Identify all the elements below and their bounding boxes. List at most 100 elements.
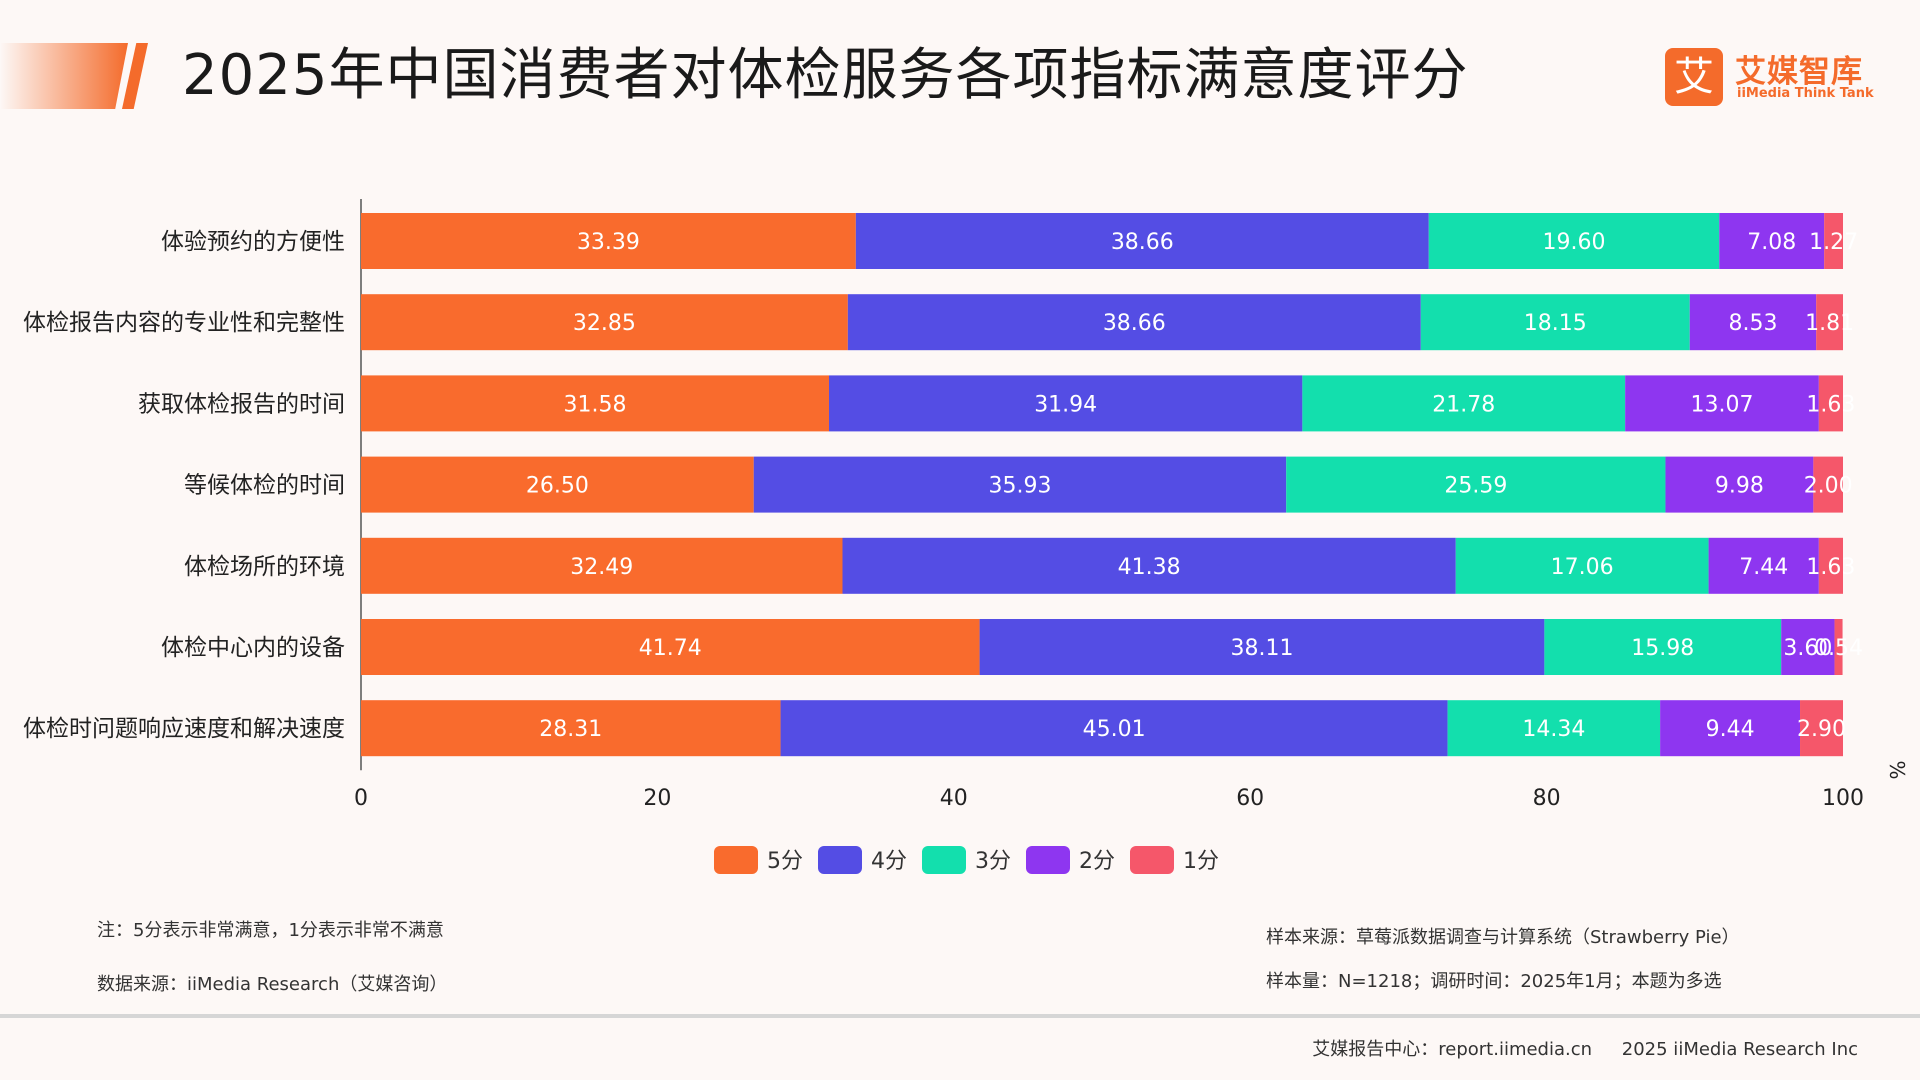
bar-segment	[1708, 537, 1819, 594]
footer-divider	[0, 1014, 1920, 1018]
legend-swatch	[818, 846, 862, 874]
stacked-bar-chart: 体验预约的方便性 33.39 38.66 19.60 7.08 1.27 体检报告内容的专业…	[23, 199, 1909, 874]
data-label: 14.34	[1522, 717, 1585, 742]
bar-segment	[1813, 456, 1843, 513]
x-tick-label: 0	[354, 786, 368, 811]
page-title: 2025年中国消费者对体检服务各项指标满意度评分	[182, 43, 1469, 108]
data-label: 2.90	[1797, 717, 1846, 742]
data-label: 17.06	[1551, 555, 1614, 580]
note-sample-source: 样本来源：草莓派数据调查与计算系统（Strawberry Pie）	[1266, 927, 1740, 948]
data-label: 41.38	[1118, 555, 1181, 580]
bar-segment	[361, 700, 781, 757]
category-label: 体验预约的方便性	[161, 229, 345, 255]
bar-segment	[780, 700, 1448, 757]
bar-segment	[1544, 619, 1782, 675]
note-scale: 注：5分表示非常满意，1分表示非常不满意	[97, 920, 444, 941]
footer-report-center: 艾媒报告中心：report.iimedia.cn	[1312, 1039, 1593, 1060]
bar-segment	[361, 619, 980, 675]
x-tick-label: 80	[1533, 786, 1561, 811]
x-tick-label: 100	[1822, 786, 1864, 811]
category-label: 体检报告内容的专业性和完整性	[23, 310, 345, 336]
bar-segment	[1818, 375, 1843, 432]
data-label: 8.53	[1728, 311, 1777, 336]
data-label: 32.85	[573, 311, 636, 336]
data-label: 0.54	[1814, 636, 1863, 661]
category-label: 体检时问题响应速度和解决速度	[23, 716, 345, 742]
bar-segment	[1781, 619, 1835, 675]
bar-segment	[829, 375, 1303, 432]
data-label: 26.50	[526, 474, 589, 499]
logo-mark: 艾	[1665, 48, 1723, 106]
legend-swatch	[922, 846, 966, 874]
footer-copyright: 2025 iiMedia Research Inc	[1621, 1039, 1858, 1060]
data-label: 15.98	[1631, 636, 1694, 661]
bar-segment	[855, 213, 1429, 269]
logo-text-en: iiMedia Think Tank	[1737, 86, 1874, 101]
category-label: 体检场所的环境	[184, 554, 345, 580]
x-tick-label: 40	[940, 786, 968, 811]
bar-segment	[1660, 700, 1801, 757]
bar-segment	[361, 537, 843, 594]
data-label: 1.63	[1806, 555, 1855, 580]
bar-segment	[753, 456, 1287, 513]
bar-segment	[1689, 294, 1817, 351]
bar-segment	[979, 619, 1545, 675]
data-label: 38.66	[1103, 311, 1166, 336]
data-label: 9.44	[1706, 717, 1755, 742]
bar-segment	[1816, 294, 1843, 351]
logo-text-cn: 艾媒智库	[1735, 54, 1863, 90]
bar-segment	[361, 375, 830, 432]
bar-segment	[1834, 619, 1843, 675]
legend-label: 5分	[767, 849, 803, 874]
data-label: 31.94	[1034, 392, 1097, 417]
data-label: 19.60	[1543, 230, 1606, 255]
data-label: 31.58	[564, 392, 627, 417]
data-label: 7.44	[1739, 555, 1788, 580]
data-label: 2.00	[1804, 474, 1853, 499]
bar-segment	[1818, 537, 1843, 594]
data-label: 41.74	[639, 636, 702, 661]
bar-segment	[842, 537, 1456, 594]
data-label: 38.11	[1230, 636, 1293, 661]
bar-segment	[1719, 213, 1825, 269]
category-label: 获取体检报告的时间	[138, 391, 345, 417]
note-sample-size: 样本量：N=1218；调研时间：2025年1月；本题为多选	[1266, 971, 1722, 992]
x-tick-label: 20	[643, 786, 671, 811]
data-label: 25.59	[1444, 474, 1507, 499]
bar-segment	[1447, 700, 1661, 757]
legend-label: 2分	[1079, 849, 1115, 874]
bar-segment	[1455, 537, 1709, 594]
data-label: 9.98	[1715, 474, 1764, 499]
data-label: 1.63	[1806, 392, 1855, 417]
data-label: 32.49	[570, 555, 633, 580]
data-label: 3.60	[1783, 636, 1832, 661]
data-label: 7.08	[1747, 230, 1796, 255]
bar-segment	[361, 456, 754, 513]
data-label: 33.39	[577, 230, 640, 255]
data-label: 13.07	[1691, 392, 1754, 417]
data-label: 1.81	[1805, 311, 1854, 336]
data-label: 28.31	[539, 717, 602, 742]
legend-label: 1分	[1183, 849, 1219, 874]
category-label: 等候体检的时间	[184, 473, 345, 499]
legend-label: 3分	[975, 849, 1011, 874]
bar-segment	[1665, 456, 1814, 513]
bar-segment	[1625, 375, 1819, 432]
data-label: 1.27	[1809, 230, 1858, 255]
data-label: 18.15	[1524, 311, 1587, 336]
data-label: 21.78	[1432, 392, 1495, 417]
bar-segment	[361, 213, 856, 269]
iimedia-logo: 艾 艾媒智库 iiMedia Think Tank	[1665, 48, 1874, 108]
legend-swatch	[714, 846, 758, 874]
data-label: 38.66	[1111, 230, 1174, 255]
note-data-source: 数据来源：iiMedia Research（艾媒咨询）	[97, 974, 448, 995]
footer: 艾媒报告中心：report.iimedia.cn 2025 iiMedia Re…	[1288, 1035, 1858, 1061]
x-axis-unit: %	[1885, 760, 1909, 779]
x-tick-label: 60	[1236, 786, 1264, 811]
data-label: 35.93	[988, 474, 1051, 499]
bar-segment	[847, 294, 1421, 351]
bar-segment	[361, 294, 848, 351]
bar-segment	[1302, 375, 1626, 432]
bar-segment	[1428, 213, 1720, 269]
bar-segment	[1286, 456, 1666, 513]
